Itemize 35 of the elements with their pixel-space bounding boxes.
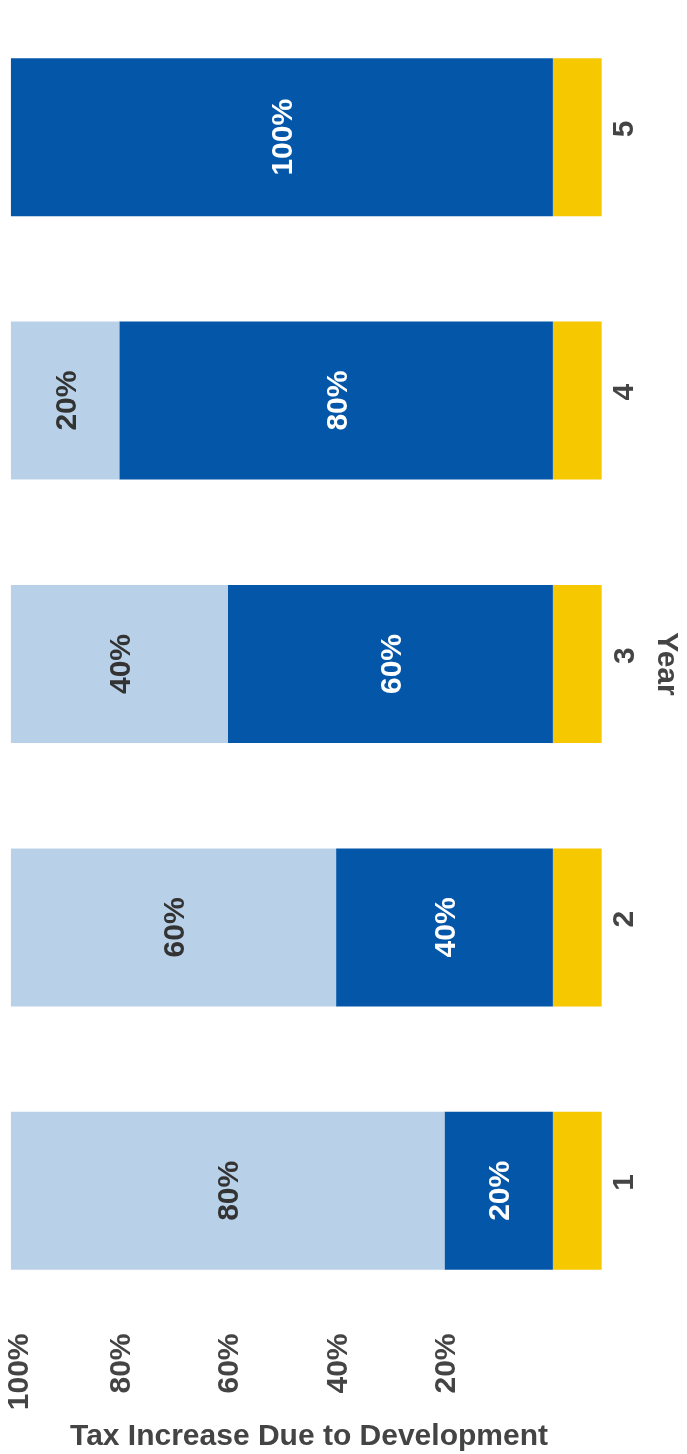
data-label: 20% (482, 1160, 516, 1221)
data-label: 80% (319, 370, 353, 431)
bar (552, 321, 602, 480)
y-tick-label: 1 (606, 1174, 640, 1191)
bar (10, 584, 228, 744)
bar (227, 584, 553, 744)
data-label: 60% (157, 897, 191, 958)
bar (552, 848, 602, 1007)
y-tick-label: 5 (606, 120, 640, 138)
bar (10, 1111, 445, 1270)
y-tick-label: 2 (606, 910, 640, 928)
bar (552, 1111, 602, 1270)
data-label: 20% (48, 370, 82, 431)
x-tick-label: 100% (0, 1333, 34, 1411)
x-tick-label: 40% (319, 1333, 353, 1394)
data-label: 60% (373, 633, 407, 695)
y-tick-label: 3 (606, 647, 640, 664)
data-label: 100% (265, 98, 299, 176)
bar (444, 1111, 553, 1270)
data-label: 40% (427, 897, 461, 958)
data-label: 80% (211, 1160, 245, 1221)
x-axis-title: Tax Increase Due to Development (70, 1418, 548, 1452)
x-tick-label: 20% (427, 1333, 461, 1394)
bar (552, 584, 602, 744)
bar (10, 848, 337, 1007)
bar (119, 321, 553, 480)
y-axis-title: Year (651, 632, 685, 697)
bar (336, 848, 553, 1007)
x-tick-label: 80% (102, 1333, 136, 1394)
bar (10, 58, 553, 217)
bar (10, 321, 120, 480)
data-label: 40% (102, 633, 136, 695)
y-tick-label: 4 (606, 383, 640, 401)
x-tick-label: 60% (211, 1333, 245, 1394)
bar (552, 58, 602, 217)
